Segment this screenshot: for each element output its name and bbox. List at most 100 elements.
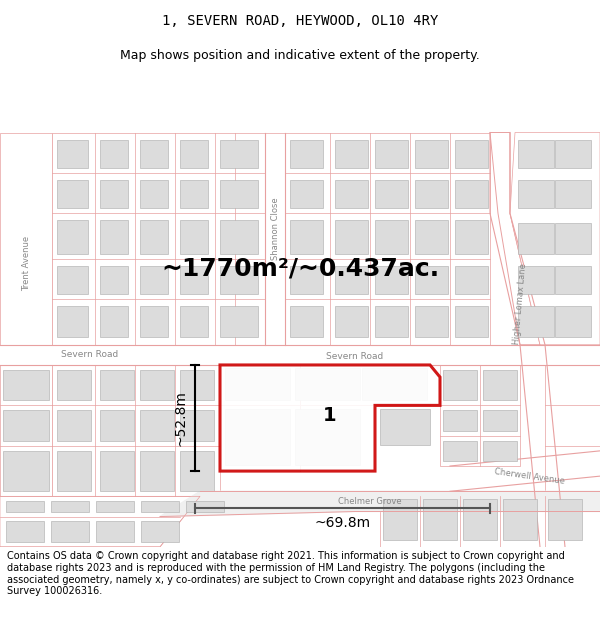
Text: Higher Lomax Lane: Higher Lomax Lane (512, 263, 528, 346)
Bar (375, 306, 408, 337)
Bar (518, 306, 554, 337)
Bar (455, 139, 488, 168)
Bar (57, 139, 88, 168)
Bar (100, 221, 128, 254)
Bar (518, 224, 554, 254)
Text: ~52.8m: ~52.8m (174, 390, 188, 446)
Bar (555, 180, 591, 208)
Bar (57, 266, 88, 294)
Bar (483, 441, 517, 461)
Text: Severn Road: Severn Road (326, 352, 383, 361)
Bar (180, 266, 208, 294)
Bar (6, 521, 44, 542)
Bar (555, 139, 591, 168)
Polygon shape (0, 365, 52, 496)
Bar (6, 501, 44, 511)
Polygon shape (0, 132, 52, 345)
Bar (443, 441, 477, 461)
Bar (100, 411, 134, 441)
Bar (100, 306, 128, 337)
Bar (335, 306, 368, 337)
Bar (415, 180, 448, 208)
Bar (455, 266, 488, 294)
Polygon shape (52, 365, 220, 496)
Bar (220, 180, 258, 208)
Bar (415, 266, 448, 294)
Bar (335, 221, 368, 254)
Bar (140, 221, 168, 254)
Bar (295, 409, 360, 465)
Bar (295, 368, 360, 401)
Polygon shape (545, 365, 600, 496)
Polygon shape (0, 496, 200, 547)
Bar (443, 370, 477, 401)
Bar (220, 306, 258, 337)
Bar (443, 411, 477, 431)
Polygon shape (380, 496, 600, 547)
Text: Chelmer Grove: Chelmer Grove (338, 497, 402, 506)
Bar (225, 409, 290, 465)
Bar (290, 266, 323, 294)
Bar (3, 451, 49, 491)
Bar (57, 306, 88, 337)
Bar (375, 180, 408, 208)
Polygon shape (510, 132, 600, 345)
Polygon shape (490, 132, 540, 345)
Bar (290, 221, 323, 254)
Bar (290, 180, 323, 208)
Polygon shape (265, 132, 285, 345)
Bar (375, 139, 408, 168)
Text: Shannon Close: Shannon Close (271, 198, 280, 260)
Bar (51, 501, 89, 511)
Bar (518, 180, 554, 208)
Bar (180, 139, 208, 168)
Bar (141, 501, 179, 511)
Bar (57, 451, 91, 491)
Bar (290, 139, 323, 168)
Bar (180, 411, 214, 441)
Bar (455, 306, 488, 337)
Text: 1: 1 (323, 406, 337, 425)
Text: Contains OS data © Crown copyright and database right 2021. This information is : Contains OS data © Crown copyright and d… (7, 551, 574, 596)
Bar (100, 370, 134, 401)
Bar (180, 306, 208, 337)
Bar (140, 370, 174, 401)
Bar (380, 409, 430, 445)
Bar (423, 499, 457, 540)
Bar (220, 221, 258, 254)
Text: Trent Avenue: Trent Avenue (23, 236, 32, 291)
Bar (96, 501, 134, 511)
Polygon shape (160, 491, 600, 516)
Bar (335, 266, 368, 294)
Bar (220, 266, 258, 294)
Polygon shape (52, 132, 265, 345)
Bar (503, 499, 537, 540)
Text: ~1770m²/~0.437ac.: ~1770m²/~0.437ac. (161, 257, 439, 281)
Bar (51, 521, 89, 542)
Bar (555, 266, 591, 294)
Bar (140, 451, 174, 491)
Bar (140, 180, 168, 208)
Bar (290, 306, 323, 337)
Bar (220, 139, 258, 168)
Text: ~69.8m: ~69.8m (314, 516, 371, 529)
Bar (375, 221, 408, 254)
Bar (375, 266, 408, 294)
Bar (180, 370, 214, 401)
Bar (3, 370, 49, 401)
Bar (57, 180, 88, 208)
Bar (415, 221, 448, 254)
Text: 1, SEVERN ROAD, HEYWOOD, OL10 4RY: 1, SEVERN ROAD, HEYWOOD, OL10 4RY (162, 14, 438, 28)
Bar (100, 451, 134, 491)
Bar (3, 411, 49, 441)
Bar (335, 180, 368, 208)
Bar (140, 139, 168, 168)
Bar (100, 180, 128, 208)
Bar (140, 266, 168, 294)
Bar (140, 306, 168, 337)
Bar (463, 499, 497, 540)
Bar (225, 368, 290, 401)
Polygon shape (285, 132, 490, 345)
Text: Severn Road: Severn Road (61, 351, 119, 359)
Bar (57, 221, 88, 254)
